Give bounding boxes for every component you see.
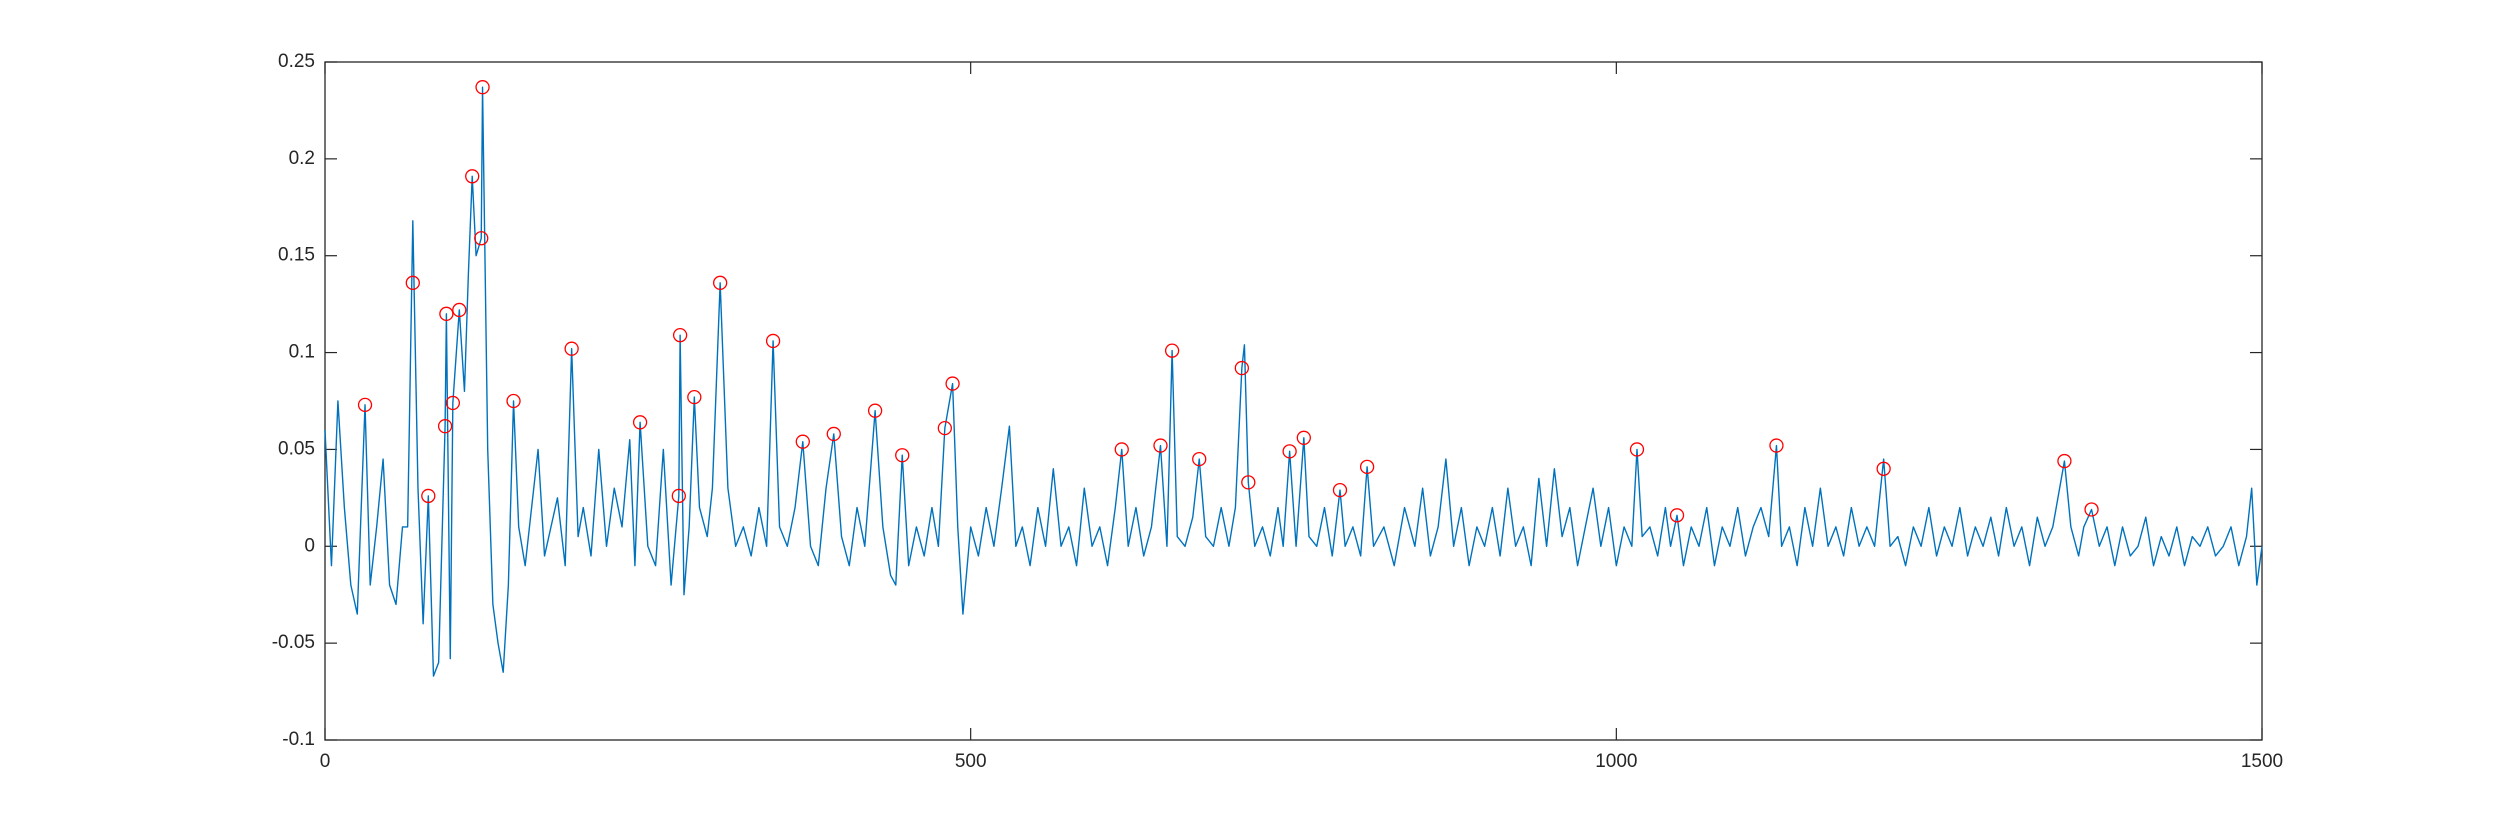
peak-marker	[1669, 508, 1685, 523]
x-tick-label: 0	[320, 751, 331, 772]
peak-marker	[465, 169, 480, 184]
y-tick-label: 0.15	[278, 245, 315, 266]
peak-marker	[1282, 444, 1297, 459]
peak-marker	[1192, 451, 1207, 467]
peak-marker	[506, 393, 521, 409]
axes-box	[324, 61, 2263, 741]
y-tick-label: 0.25	[278, 51, 315, 72]
peak-marker	[895, 448, 910, 463]
peak-marker	[421, 488, 436, 504]
peak-marker	[474, 231, 489, 246]
peak-marker	[795, 434, 810, 449]
peak-marker	[1629, 442, 1645, 457]
peak-marker	[1769, 438, 1784, 453]
peak-marker	[1114, 442, 1129, 457]
y-tick-label: -0.05	[272, 632, 315, 653]
y-tick-label: 0	[304, 535, 315, 556]
x-tick-label: 500	[955, 751, 987, 772]
y-tick-label: -0.1	[282, 729, 315, 750]
peak-marker	[2084, 502, 2099, 517]
y-tick-label: 0.1	[289, 342, 315, 363]
x-tick-label: 1500	[2241, 751, 2283, 772]
peak-marker	[1164, 343, 1180, 358]
peak-marker	[765, 333, 781, 349]
peak-marker	[564, 341, 579, 356]
peak-marker	[671, 488, 686, 504]
peak-marker	[445, 395, 460, 411]
peak-marker	[452, 302, 467, 318]
peak-marker	[672, 327, 688, 343]
peak-marker	[437, 419, 453, 434]
peak-marker	[826, 426, 841, 442]
peak-marker	[945, 376, 960, 391]
peak-marker	[1359, 459, 1375, 475]
peak-marker	[439, 306, 454, 321]
peak-marker	[937, 420, 952, 436]
peak-marker	[712, 275, 728, 290]
peak-marker	[687, 389, 702, 405]
peak-marker	[1241, 475, 1256, 490]
peak-marker	[2057, 453, 2072, 469]
peak-marker	[1332, 482, 1348, 498]
peak-marker	[405, 275, 420, 290]
x-tick-label: 1000	[1595, 751, 1637, 772]
peak-marker	[867, 403, 883, 418]
peak-marker	[1234, 360, 1249, 376]
peak-marker	[1876, 461, 1891, 476]
peak-marker	[357, 397, 373, 413]
y-tick-label: 0.05	[278, 438, 315, 459]
signal-line	[324, 86, 2263, 677]
peak-marker	[1153, 438, 1168, 453]
peak-marker	[632, 415, 648, 430]
peak-marker	[1296, 430, 1311, 445]
y-tick-label: 0.2	[289, 148, 315, 169]
peak-marker	[475, 80, 490, 95]
